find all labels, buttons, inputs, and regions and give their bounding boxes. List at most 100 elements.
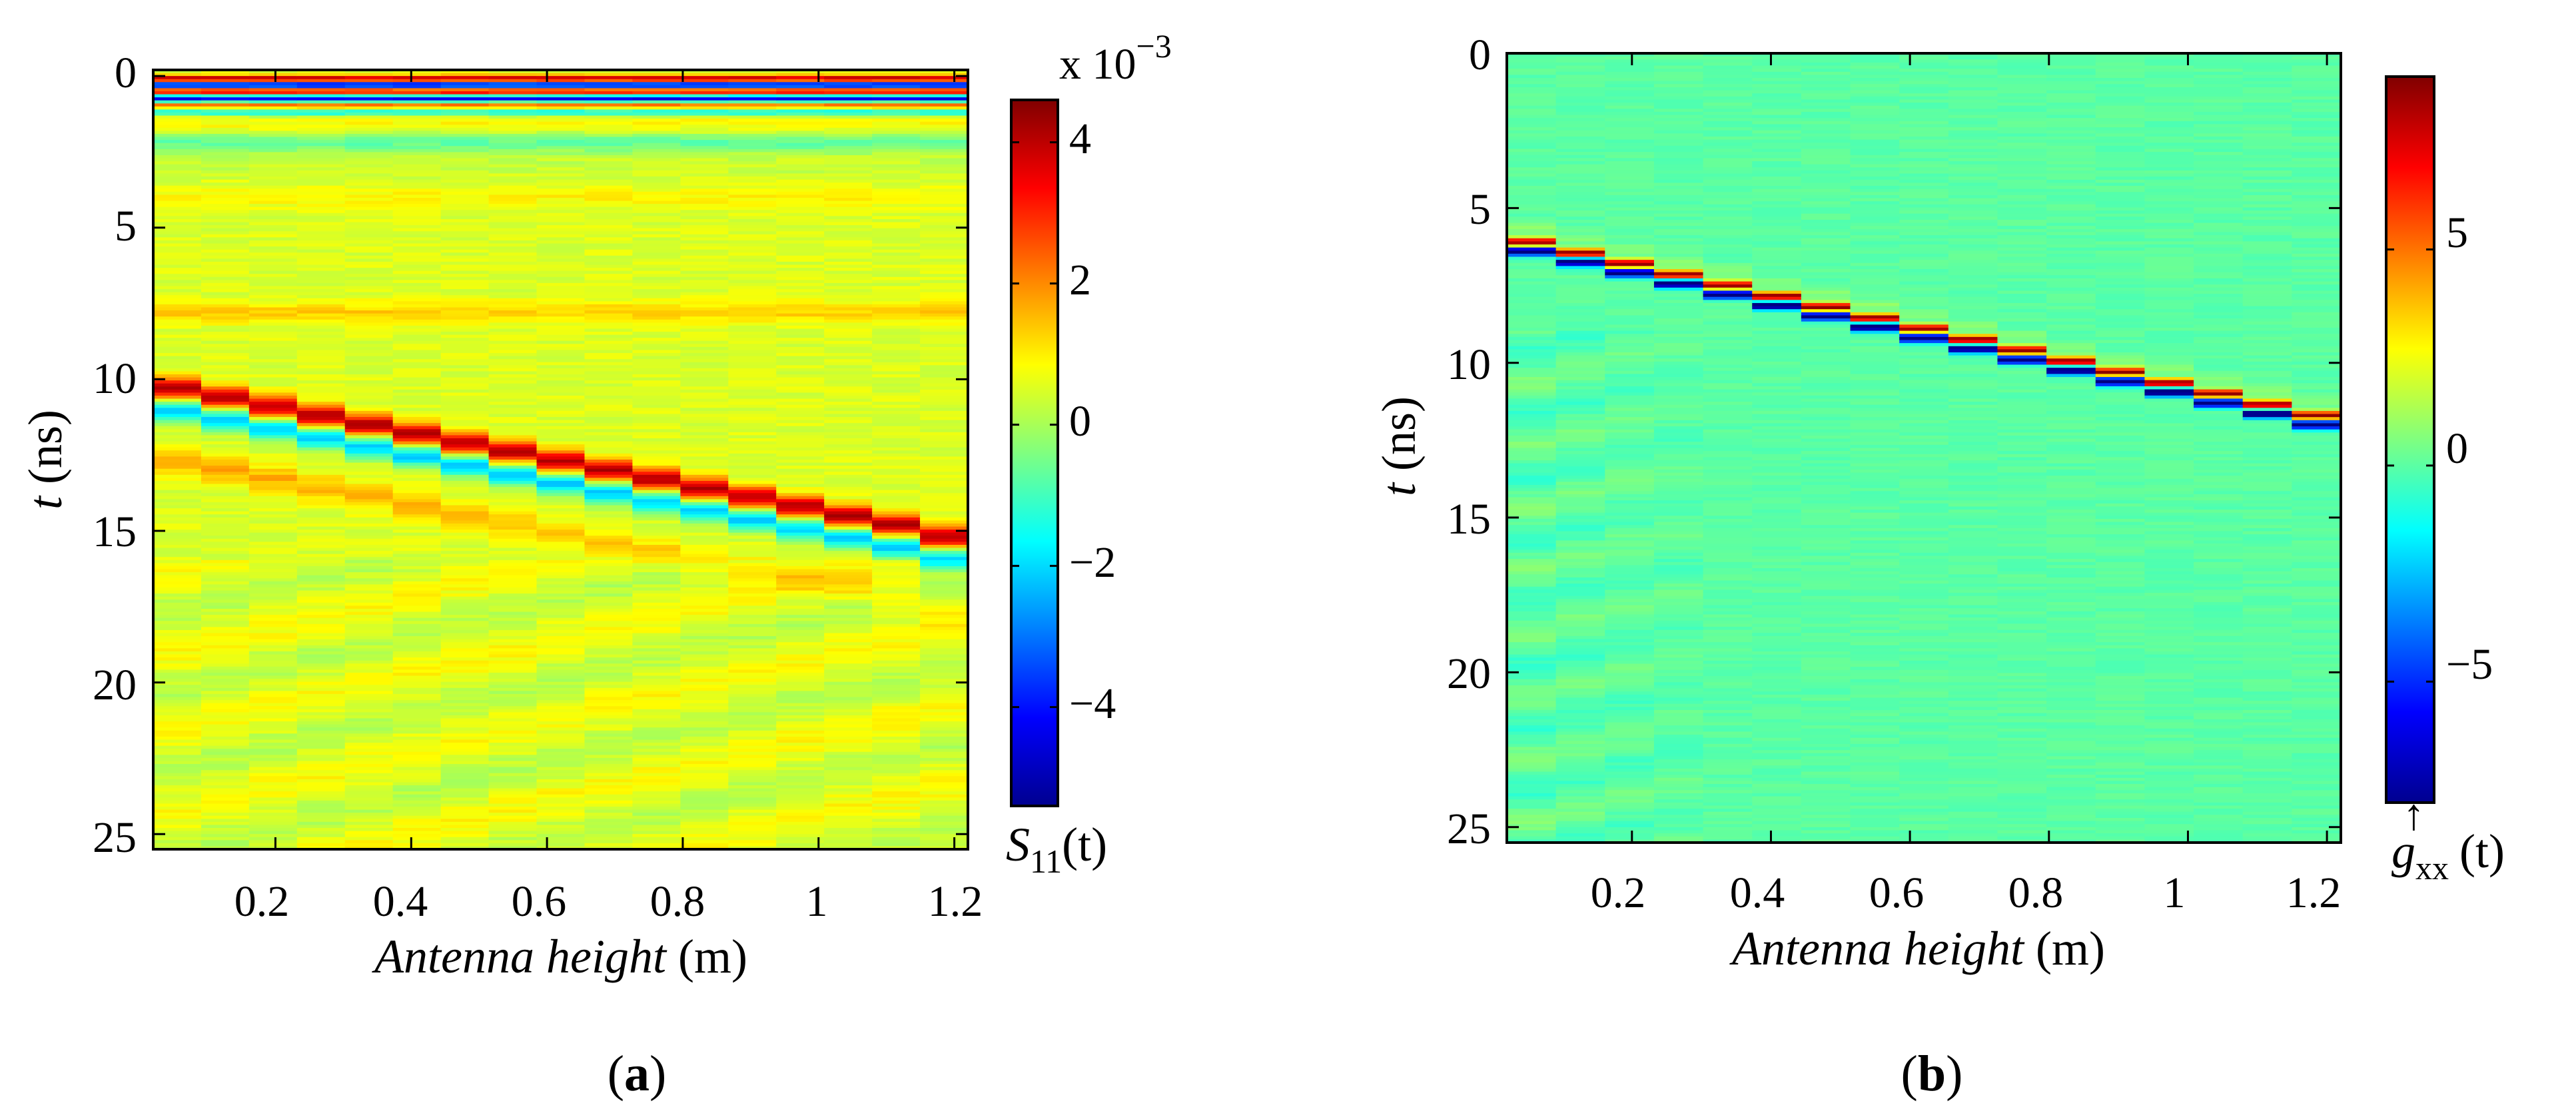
heatmap-cell [296,188,346,192]
heatmap-cell [824,304,873,308]
heatmap-cell [680,727,729,731]
heatmap-cell [392,143,442,147]
heatmap-cell [872,70,921,74]
heatmap-cell [632,115,681,119]
heatmap-cell [584,691,634,695]
heatmap-cell [153,779,202,783]
heatmap-cell [632,161,681,165]
heatmap-cell [872,727,921,731]
heatmap-cell [728,800,777,805]
heatmap-cell [344,782,394,786]
heatmap-cell [392,813,442,817]
heatmap-cell [344,803,394,807]
heatmap-cell [201,280,250,284]
heatmap-cell [584,447,634,451]
heatmap-cell [776,313,825,317]
heatmap-cell [392,368,442,372]
heatmap-cell [872,712,921,716]
heatmap-cell [153,797,202,801]
heatmap-cell [201,456,250,460]
heatmap-cell [296,837,346,841]
heatmap-cell [536,581,586,585]
heatmap-cell [776,803,825,807]
heatmap-cell [776,687,825,691]
heatmap-cell [201,109,250,113]
heatmap-cell [872,831,921,835]
heatmap-cell [584,243,634,247]
heatmap-cell [680,441,729,445]
heatmap-cell [728,206,777,210]
heatmap-cell [440,143,490,147]
heatmap-cell [392,739,442,743]
heatmap-cell [248,261,298,266]
heatmap-cell [632,398,681,402]
heatmap-cell [680,222,729,226]
heatmap-cell [920,158,969,162]
heatmap-cell [296,140,346,144]
heatmap-cell [344,319,394,323]
heatmap-cell [872,608,921,613]
heatmap-cell [776,797,825,801]
heatmap-cell [440,840,490,844]
heatmap-cell [728,514,777,518]
heatmap-cell [201,617,250,621]
heatmap-cell [680,295,729,299]
heatmap-cell [920,206,969,210]
heatmap-cell [536,200,586,204]
heatmap-cell [824,392,873,396]
heatmap-cell [920,681,969,685]
heatmap-cell [153,237,202,241]
heatmap-cell [1555,522,1605,526]
heatmap-cell [920,605,969,609]
heatmap-cell [392,745,442,749]
heatmap-cell [872,146,921,150]
heatmap-cell [920,170,969,174]
heatmap-cell [392,252,442,256]
heatmap-cell [248,532,298,536]
heatmap-cell [392,228,442,232]
heatmap-cell [153,602,202,606]
heatmap-cell [201,183,250,186]
heatmap-cell [153,167,202,171]
heatmap-cell [536,575,586,579]
heatmap-cell [1605,216,1655,220]
heatmap-cell [1555,56,1605,60]
heatmap-cell [488,228,538,232]
heatmap-cell [584,565,634,570]
heatmap-cell [632,496,681,500]
heatmap-cell [536,563,586,567]
heatmap-cell [680,258,729,262]
heatmap-cell [536,88,586,92]
heatmap-cell [536,517,586,522]
heatmap-cell [1507,550,1557,554]
heatmap-cell [728,557,777,561]
heatmap-cell [776,282,825,287]
heatmap-cell [584,480,634,485]
heatmap-cell [153,212,202,216]
heatmap-cell [872,127,921,132]
heatmap-cell [776,514,825,518]
heatmap-cell [1507,482,1557,486]
heatmap-cell [680,621,729,625]
heatmap-cell [488,657,538,661]
heatmap-cell [344,557,394,561]
heatmap-cell [632,596,681,600]
heatmap-cell [201,517,250,522]
heatmap-cell [488,161,538,165]
heatmap-cell [201,119,250,123]
heatmap-cell [776,460,825,464]
heatmap-cell [536,700,586,704]
heatmap-cell [344,517,394,522]
heatmap-cell [201,636,250,640]
heatmap-cell [776,456,825,460]
heatmap-cell [392,76,442,80]
heatmap-cell [632,825,681,829]
heatmap-cell [1507,546,1557,550]
heatmap-cell [248,691,298,695]
heatmap-cell [344,502,394,506]
heatmap-cell [248,191,298,195]
heatmap-cell [344,346,394,351]
panel-a-colorbar-label: S11(t) [1006,818,1107,880]
heatmap-cell [1605,244,1655,248]
